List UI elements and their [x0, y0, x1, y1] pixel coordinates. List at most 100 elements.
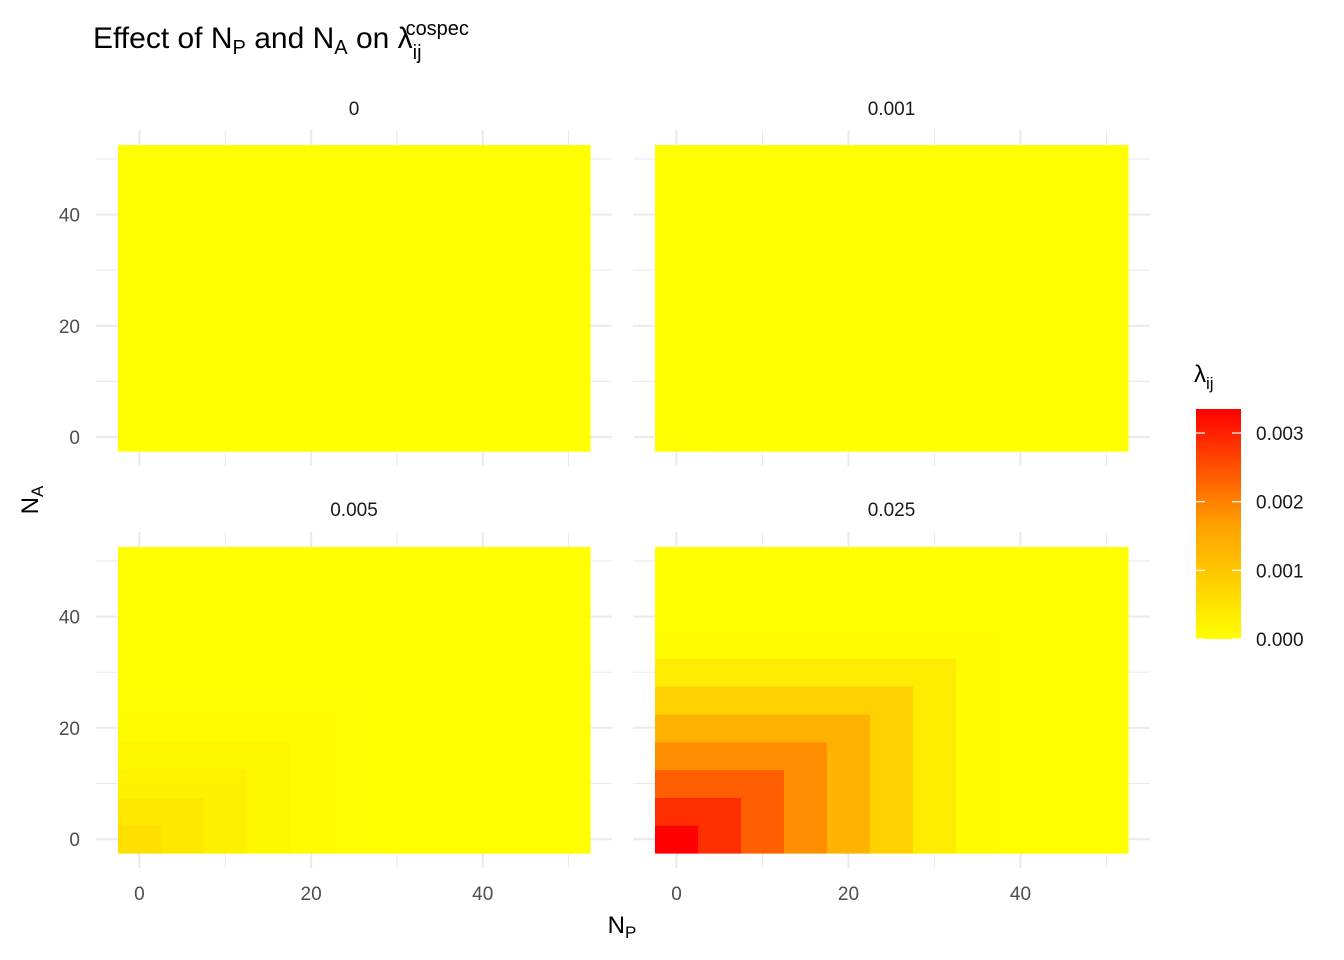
heatmap-tile: [870, 284, 914, 313]
heatmap-tile: [698, 713, 742, 743]
heatmap-tile: [1042, 395, 1086, 424]
heatmap-tile: [913, 602, 957, 632]
heatmap-tile: [203, 741, 248, 771]
heatmap-tile: [913, 630, 957, 659]
y-tick-label: 40: [59, 206, 80, 227]
heatmap-tile: [827, 367, 871, 396]
heatmap-tile: [118, 228, 162, 257]
title-lambda: λ: [398, 22, 413, 55]
heatmap-tile: [913, 713, 957, 743]
heatmap-tile: [461, 228, 505, 257]
heatmap-tile: [504, 395, 548, 424]
heatmap-tile: [332, 574, 377, 604]
heatmap-tile: [1085, 311, 1129, 341]
heatmap-tile: [1085, 713, 1129, 743]
title-cospec-sup: cospec: [406, 18, 469, 40]
heatmap-tile: [999, 686, 1043, 715]
heatmap-tile: [203, 200, 248, 230]
heatmap-tile: [956, 367, 1000, 396]
heatmap-tile: [655, 547, 699, 576]
heatmap-tile: [118, 713, 162, 743]
title-on: on: [348, 22, 398, 55]
heatmap-tile: [375, 228, 419, 257]
heatmap-tile: [999, 339, 1043, 369]
heatmap-tile: [504, 284, 548, 313]
heatmap-tile: [741, 797, 785, 826]
heatmap-tile: [118, 256, 162, 285]
heatmap-tile: [1085, 825, 1129, 854]
heatmap-tile: [698, 256, 742, 285]
heatmap-tile: [418, 172, 462, 202]
heatmap-tile: [999, 256, 1043, 285]
title-n-a: N: [313, 22, 335, 55]
y-tick-label: 20: [59, 317, 80, 338]
heatmap-tile: [870, 574, 914, 604]
heatmap-tile: [827, 284, 871, 313]
heatmap-tile: [784, 423, 828, 452]
heatmap-tile: [375, 825, 419, 854]
heatmap-tile: [784, 228, 828, 257]
heatmap-tile: [698, 311, 742, 341]
heatmap-tile: [504, 686, 548, 715]
facet-strip-label: 0.005: [330, 500, 378, 521]
heatmap-tile: [332, 228, 377, 257]
heatmap-tile: [698, 574, 742, 604]
heatmap-tile: [332, 200, 377, 230]
heatmap-tile: [375, 172, 419, 202]
heatmap-tile: [504, 574, 548, 604]
heatmap-tile: [999, 825, 1043, 854]
legend-colorbar: [1196, 409, 1241, 639]
title-a-sub: A: [334, 37, 348, 59]
heatmap-tile: [418, 769, 462, 798]
heatmap-tile: [461, 769, 505, 798]
heatmap-tile: [999, 367, 1043, 396]
heatmap-tile: [784, 256, 828, 285]
heatmap-tile: [375, 145, 419, 174]
heatmap-tile: [655, 630, 699, 659]
facet-panel: 0 0 20 40: [59, 99, 612, 466]
heatmap-tile: [203, 630, 248, 659]
heatmap-tile: [999, 713, 1043, 743]
x-tick-label: 20: [838, 884, 859, 905]
heatmap-tile: [870, 172, 914, 202]
heatmap-tile: [870, 602, 914, 632]
heatmap-tile: [1042, 658, 1086, 687]
heatmap-tile: [332, 423, 377, 452]
heatmap-tile: [504, 228, 548, 257]
heatmap-tile: [827, 200, 871, 230]
heatmap-tile: [547, 339, 591, 369]
x-tick-label: 0: [671, 884, 682, 905]
heatmap-tile: [160, 630, 205, 659]
y-tick-label: 40: [59, 608, 80, 629]
heatmap-tile: [784, 395, 828, 424]
heatmap-tile: [246, 200, 291, 230]
heatmap-tile: [461, 284, 505, 313]
heatmap-tile: [160, 256, 205, 285]
heatmap-tile: [246, 602, 291, 632]
x-axis-sub: P: [625, 923, 636, 942]
heatmap-tile: [698, 797, 742, 826]
title-p-sub: P: [233, 37, 246, 59]
heatmap-tile: [655, 172, 699, 202]
heatmap-tile: [956, 228, 1000, 257]
heatmap-tile: [332, 630, 377, 659]
heatmap-tile: [118, 574, 162, 604]
heatmap-tile: [956, 630, 1000, 659]
x-axis-base: N: [608, 912, 625, 939]
heatmap-tile: [375, 574, 419, 604]
heatmap-tile: [203, 228, 248, 257]
heatmap-tile: [160, 311, 205, 341]
heatmap-tile: [698, 686, 742, 715]
heatmap-tile: [160, 172, 205, 202]
heatmap-tile: [289, 825, 334, 854]
heatmap-tile: [375, 797, 419, 826]
heatmap-tile: [160, 797, 205, 826]
heatmap-tile: [741, 574, 785, 604]
heatmap-tile: [1085, 145, 1129, 174]
heatmap-tile: [289, 713, 334, 743]
heatmap-tile: [418, 145, 462, 174]
heatmap-tile: [1085, 658, 1129, 687]
heatmap-tile: [547, 797, 591, 826]
heatmap-tile: [956, 658, 1000, 687]
